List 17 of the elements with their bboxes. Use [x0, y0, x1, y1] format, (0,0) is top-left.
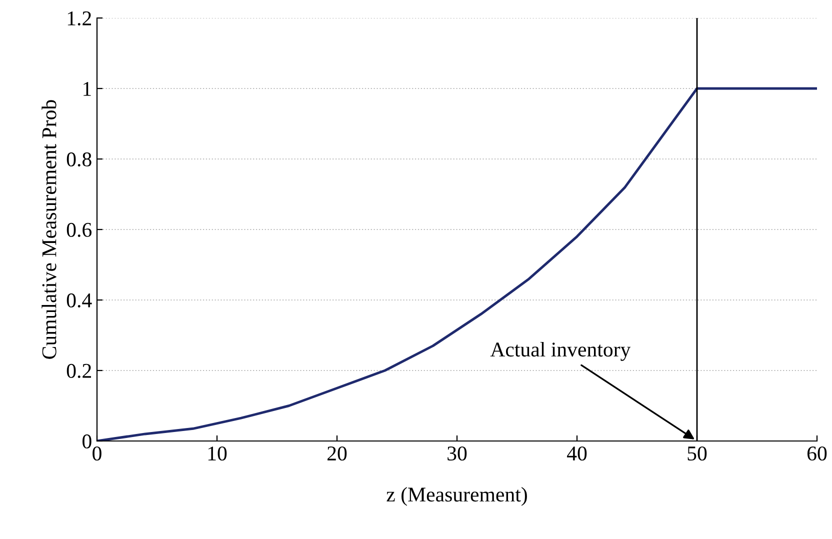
x-tick-label: 30 [448, 446, 467, 461]
y-tick-label: 0 [82, 434, 92, 448]
x-axis-title: z (Measurement) [386, 486, 527, 506]
y-tick-label: 1.2 [68, 11, 91, 26]
y-tick-label: 1 [84, 82, 91, 96]
y-tick-label: 0.2 [66, 364, 91, 378]
y-axis-title: Cumulative Measurement Prob [42, 100, 56, 359]
x-tick-label: 60 [807, 446, 827, 461]
x-tick-label: 50 [688, 446, 707, 461]
annotation: Actual inventory [490, 342, 631, 361]
y-tick-label: 0.6 [66, 222, 92, 238]
y-tick-label: 0.4 [66, 293, 92, 308]
x-tick-label: 40 [566, 446, 587, 461]
x-tick-label: 0 [92, 446, 102, 461]
y-tick-label: 0.8 [66, 152, 92, 167]
x-tick-label: 20 [328, 446, 347, 461]
x-tick-label: 10 [208, 446, 227, 461]
